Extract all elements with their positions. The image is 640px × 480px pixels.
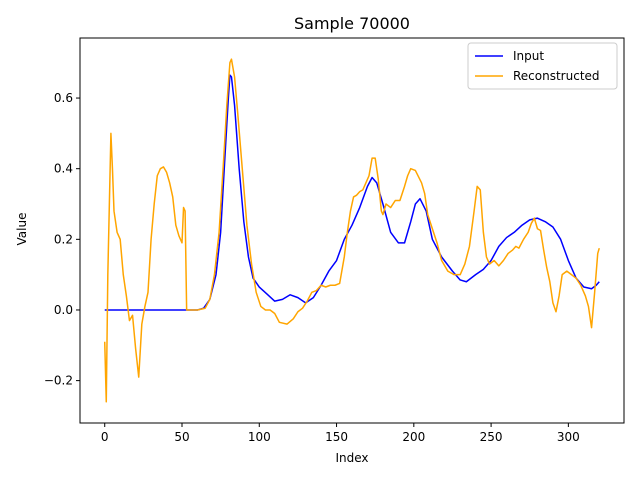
chart-title: Sample 70000 bbox=[294, 14, 410, 33]
x-tick-label: 300 bbox=[557, 430, 580, 444]
y-axis-label: Value bbox=[15, 213, 29, 246]
x-tick-label: 150 bbox=[325, 430, 348, 444]
x-tick-label: 200 bbox=[402, 430, 425, 444]
series-line-reconstructed bbox=[103, 58, 600, 403]
y-tick-label: 0.6 bbox=[54, 91, 73, 105]
legend-box bbox=[467, 42, 618, 90]
y-axis-ticks: −0.2 0.0 0.2 0.4 0.6 bbox=[44, 91, 80, 388]
x-tick-label: 250 bbox=[480, 430, 503, 444]
legend: Input Reconstructed bbox=[467, 42, 618, 90]
axes-frame bbox=[79, 37, 625, 424]
x-tick-label: 0 bbox=[101, 430, 109, 444]
x-axis-label: Index bbox=[335, 451, 368, 465]
x-tick-label: 100 bbox=[248, 430, 271, 444]
legend-label-input: Input bbox=[513, 49, 544, 63]
x-axis-ticks: 0 50 100 150 200 250 300 bbox=[101, 423, 580, 444]
x-tick-label: 50 bbox=[174, 430, 189, 444]
y-tick-label: 0.0 bbox=[54, 303, 73, 317]
plot-area bbox=[79, 37, 625, 424]
series-line-input bbox=[104, 74, 600, 311]
y-tick-label: −0.2 bbox=[44, 374, 73, 388]
y-tick-label: 0.2 bbox=[54, 232, 73, 246]
legend-label-reconstructed: Reconstructed bbox=[513, 69, 600, 83]
y-tick-label: 0.4 bbox=[54, 162, 73, 176]
